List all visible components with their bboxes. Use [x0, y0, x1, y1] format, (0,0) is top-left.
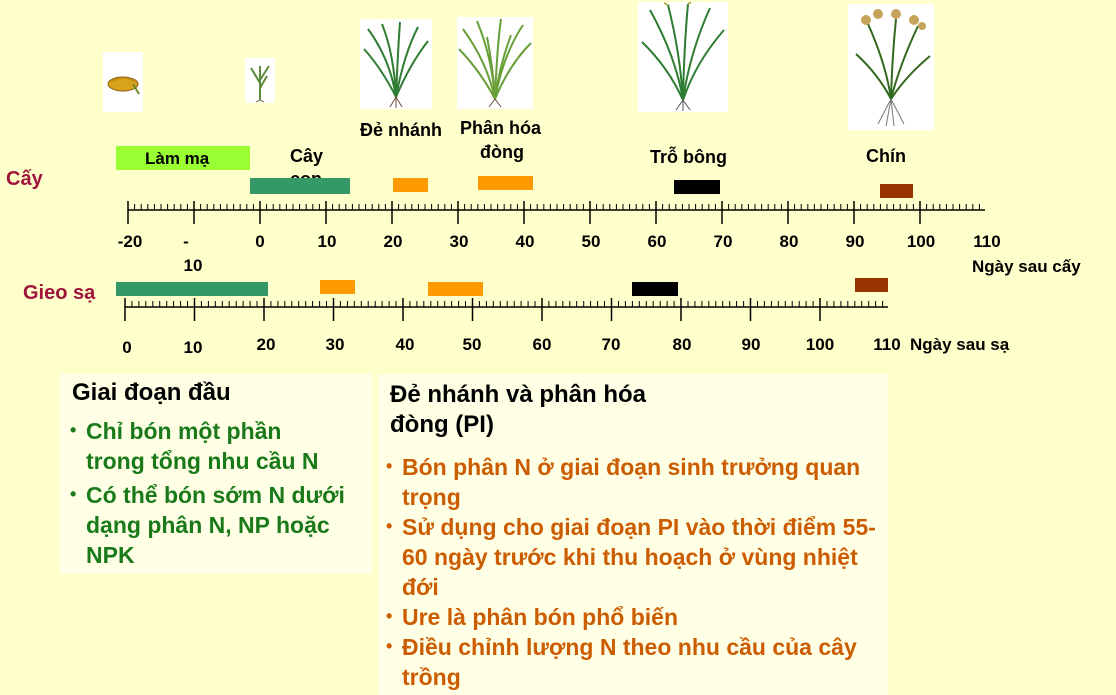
transplant-seedling-bar	[250, 178, 350, 194]
direct-tick-label: 70	[601, 335, 621, 354]
direct-seed-row-label: Gieo sạ	[23, 282, 96, 304]
list-item: Bón phân N ở giai đoạn sinh trưởng quan …	[386, 451, 862, 512]
early-stage-panel: Giai đoạn đầu Chỉ bón một phần trong tổn…	[60, 374, 372, 574]
direct-seedling-bar	[116, 282, 268, 296]
list-item: Ure là phân bón phổ biến	[386, 601, 882, 632]
transplant-maturity-bar	[880, 184, 913, 198]
direct-tick-label: 100	[805, 335, 835, 354]
transplant-tick-label: 80	[779, 232, 799, 251]
transplant-tick-label: 100	[906, 232, 936, 251]
nursery-label: Làm mạ	[145, 149, 210, 168]
direct-tick-label: 0	[122, 338, 132, 357]
transplant-tick-label: 30	[449, 232, 469, 251]
direct-tick-label: 10	[183, 338, 203, 357]
transplant-tick-label: 10	[183, 256, 203, 275]
transplant-panicle-bar	[478, 176, 533, 190]
transplant-tick-label: -20	[117, 232, 143, 251]
direct-tick-label: 90	[741, 335, 761, 354]
direct-tick-label: 110	[873, 335, 901, 354]
direct-tick-label: 80	[672, 335, 692, 354]
early-stage-title: Giai đoạn đầu	[72, 379, 231, 406]
direct-maturity-bar	[855, 278, 888, 292]
transplant-tick-label: 40	[515, 232, 535, 251]
direct-tick-label: 60	[532, 335, 552, 354]
list-item: Sử dụng cho giai đoạn PI vào thời điểm 5…	[386, 511, 882, 602]
transplant-tick-label: 60	[647, 232, 667, 251]
direct-axis-unit: Ngày sau sạ	[910, 335, 1010, 354]
direct-tick-label: 40	[395, 335, 415, 354]
transplant-heading-bar	[674, 180, 720, 194]
tillering-pi-title-line1: Đẻ nhánh và phân hóa	[390, 381, 647, 408]
transplant-tick-label: -	[183, 232, 189, 251]
direct-tick-label: 20	[256, 335, 276, 354]
mature-plant-illustration	[848, 4, 934, 130]
panicle-initiation-label-line1: Phân hóa	[460, 118, 542, 138]
tillering-pi-title-line2: đòng (PI)	[390, 411, 494, 438]
direct-tillering-bar	[320, 280, 355, 294]
transplant-tick-label: 50	[581, 232, 601, 251]
transplant-row-label: Cấy	[6, 168, 43, 190]
direct-panicle-bar	[428, 282, 483, 296]
tillering-label: Đẻ nhánh	[360, 120, 443, 140]
transplant-tick-label: 110	[973, 232, 1001, 251]
seed-illustration	[103, 52, 143, 112]
nursery-bar	[116, 146, 250, 170]
list-item: Chỉ bón một phần trong tổng nhu cầu N	[70, 415, 346, 476]
transplant-tick-label: 70	[713, 232, 733, 251]
transplant-tick-label: 20	[383, 232, 403, 251]
heading-plant-illustration	[638, 1, 728, 112]
transplant-axis-unit: Ngày sau cấy	[972, 257, 1081, 276]
seedling-illustration	[245, 58, 275, 103]
maturity-label: Chín	[866, 146, 906, 166]
list-item: Điều chỉnh lượng N theo nhu cầu của cây …	[386, 631, 872, 692]
seedling-label-line1: Cây	[290, 146, 324, 166]
direct-tick-label: 50	[462, 335, 482, 354]
transplant-tick-label: 90	[845, 232, 865, 251]
list-item: Có thể bón sớm N dưới dạng phân N, NP ho…	[70, 479, 366, 570]
transplant-tick-label: 0	[255, 232, 265, 251]
transplant-tick-label: 10	[317, 232, 337, 251]
transplant-tillering-bar	[393, 178, 428, 192]
direct-heading-bar	[632, 282, 678, 296]
panicle-initiation-plant-illustration	[457, 17, 533, 109]
heading-label: Trỗ bông	[650, 147, 727, 167]
tillering-pi-panel: Đẻ nhánh và phân hóa đòng (PI) Bón phân …	[378, 374, 888, 695]
direct-tick-label: 30	[325, 335, 345, 354]
panicle-initiation-label-line2: đòng	[480, 142, 524, 162]
tillering-plant-illustration	[360, 19, 432, 109]
